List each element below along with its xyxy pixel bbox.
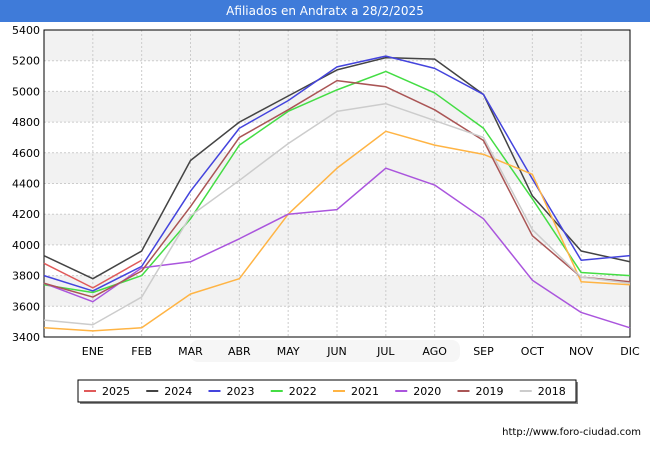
y-tick-label: 3800: [12, 270, 40, 283]
x-tick-label: MAY: [277, 345, 300, 358]
y-tick-label: 4400: [12, 178, 40, 191]
y-tick-label: 5000: [12, 85, 40, 98]
legend-label-2021: 2021: [351, 385, 379, 398]
x-tick-label: DIC: [620, 345, 640, 358]
legend-label-2020: 2020: [413, 385, 441, 398]
y-axis: 3400 3600 3800 4000 4200 4400 4600 4800 5000 5200…: [12, 24, 40, 344]
x-axis: ENE FEB MAR ABR MAY JUN JUL AGO SEP OCT NOV DIC: [82, 345, 640, 358]
y-tick-label: 4800: [12, 116, 40, 129]
x-tick-label: ABR: [228, 345, 251, 358]
x-tick-label: NOV: [569, 345, 594, 358]
x-tick-label: MAR: [178, 345, 203, 358]
y-tick-label: 3400: [12, 331, 40, 344]
x-tick-label: JUN: [326, 345, 347, 358]
series-line-2019: [43, 79, 631, 298]
chart-title: Afiliados en Andratx a 28/2/2025: [226, 4, 424, 18]
y-tick-label: 4000: [12, 239, 40, 252]
plot-frame: [43, 29, 631, 338]
x-tick-label: FEB: [131, 345, 152, 358]
series-line-2024: [43, 56, 631, 280]
legend-label-2018: 2018: [538, 385, 566, 398]
legend-label-2025: 2025: [102, 385, 130, 398]
watermark: [190, 340, 460, 362]
legend-label-2019: 2019: [476, 385, 504, 398]
watermark-shape: [190, 340, 460, 362]
y-tick-label: 5400: [12, 24, 40, 37]
legend-box: [77, 379, 577, 403]
series-line-2023: [43, 55, 631, 292]
series-line-2021: [43, 130, 631, 332]
title-bar: [0, 0, 650, 22]
x-tick-label: SEP: [473, 345, 494, 358]
series-line-2020: [43, 167, 631, 329]
legend-label-2022: 2022: [289, 385, 317, 398]
legend-label-2023: 2023: [227, 385, 255, 398]
legend: 2025 2024 2023 2022 2021 2020 2019 2018: [77, 379, 578, 404]
x-tick-label: JUL: [376, 345, 395, 358]
y-tick-label: 4600: [12, 147, 40, 160]
y-tick-label: 4200: [12, 208, 40, 221]
y-tick-label: 3600: [12, 300, 40, 313]
series-line-2018: [43, 102, 631, 326]
plot-border: [43, 29, 631, 338]
series-line-2022: [43, 70, 631, 294]
x-tick-label: OCT: [521, 345, 544, 358]
x-tick-label: ENE: [82, 345, 104, 358]
source-url[interactable]: http://www.foro-ciudad.com: [502, 427, 641, 438]
x-tick-label: AGO: [422, 345, 447, 358]
series-lines: [43, 55, 631, 332]
legend-label-2024: 2024: [164, 385, 192, 398]
series-line-2025: [43, 259, 143, 289]
y-tick-label: 5200: [12, 55, 40, 68]
